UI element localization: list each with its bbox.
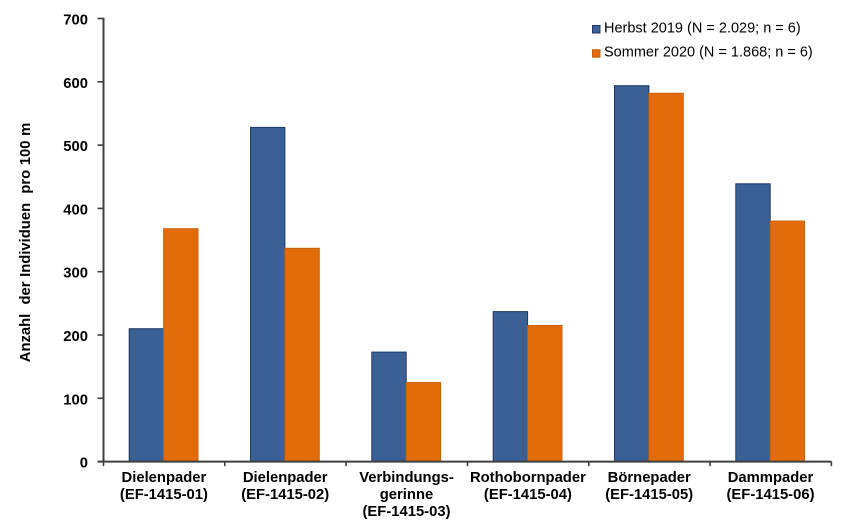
svg-text:Dammpader: Dammpader xyxy=(728,470,814,486)
svg-text:Verbindungs-: Verbindungs- xyxy=(359,470,454,486)
svg-text:Anzahl der Individuen pro 10: Anzahl der Individuen pro 100 m xyxy=(18,123,34,362)
svg-text:(EF-1415-05): (EF-1415-05) xyxy=(605,487,693,503)
svg-text:gerinne: gerinne xyxy=(380,487,433,503)
svg-text:100: 100 xyxy=(63,392,88,408)
svg-text:200: 200 xyxy=(63,329,88,345)
svg-text:Dielenpader: Dielenpader xyxy=(243,470,328,486)
svg-text:(EF-1415-04): (EF-1415-04) xyxy=(484,487,572,503)
svg-text:0: 0 xyxy=(80,456,88,472)
svg-text:500: 500 xyxy=(63,139,88,155)
svg-text:700: 700 xyxy=(63,13,88,29)
svg-text:600: 600 xyxy=(63,76,88,92)
svg-text:Rothobornpader: Rothobornpader xyxy=(470,470,586,486)
svg-text:Sommer 2020 (N = 1.868; n = 6): Sommer 2020 (N = 1.868; n = 6) xyxy=(604,45,813,61)
svg-text:Dielenpader: Dielenpader xyxy=(122,470,207,486)
svg-text:300: 300 xyxy=(63,266,88,282)
svg-text:(EF-1415-03): (EF-1415-03) xyxy=(363,504,451,520)
svg-text:(EF-1415-06): (EF-1415-06) xyxy=(727,487,815,503)
svg-text:(EF-1415-01): (EF-1415-01) xyxy=(120,487,208,503)
svg-text:Herbst 2019 (N = 2.029; n = 6): Herbst 2019 (N = 2.029; n = 6) xyxy=(604,21,801,37)
svg-text:(EF-1415-02): (EF-1415-02) xyxy=(241,487,329,503)
svg-text:400: 400 xyxy=(63,202,88,218)
svg-text:Börnepader: Börnepader xyxy=(608,470,691,486)
